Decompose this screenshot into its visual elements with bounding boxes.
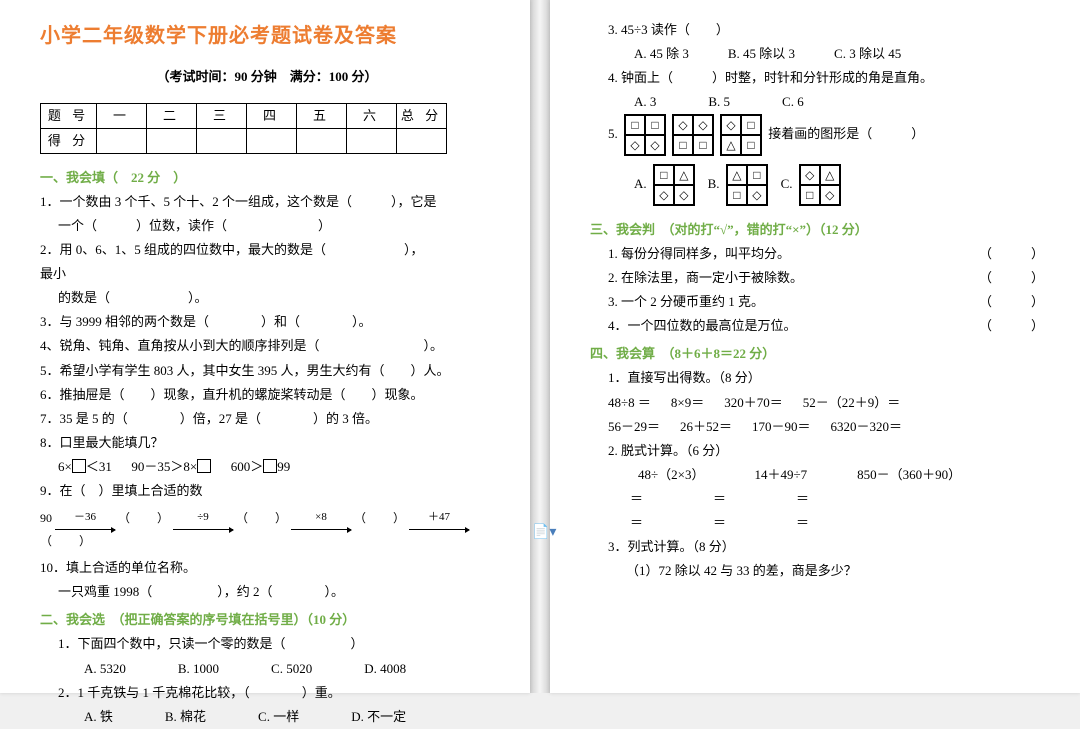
s4-q2: 2. 脱式计算。（6 分） bbox=[590, 439, 1044, 463]
s1-q1: 1．一个数由 3 个千、5 个十、2 个一组成，这个数是（ ），它是 bbox=[40, 190, 494, 214]
s2-q2-opts: A. 铁 B. 棉花 C. 一样 D. 不一定 bbox=[40, 705, 494, 729]
page-gutter bbox=[530, 0, 550, 693]
section-3-head: 三、我会判 （对的打“√”，错的打“×”）（12 分） bbox=[590, 218, 1044, 242]
calc-row: 48÷8 ＝8×9＝320＋70＝52－（22＋9）＝ bbox=[590, 391, 1044, 415]
s1-q5: 5．希望小学有学生 803 人，其中女生 395 人，男生大约有（ ）人。 bbox=[40, 359, 494, 383]
s2-q4: 4. 钟面上（ ）时整，时针和分针形成的角是直角。 bbox=[590, 66, 1044, 90]
s3-q4: 4．一个四位数的最高位是万位。（ ） bbox=[590, 314, 1044, 338]
s2-q5-opts: A. □△◇◇ B. △□□◇ C. ◇△□◇ bbox=[590, 164, 1044, 206]
s1-q2c: 的数是（ ）。 bbox=[40, 286, 494, 310]
blank-box bbox=[72, 459, 86, 473]
option-label: C. bbox=[781, 176, 796, 191]
s1-q8-expr: 6×＜31 90－35＞8× 600＞99 bbox=[40, 455, 494, 479]
arrow-step: ÷9 bbox=[173, 507, 233, 530]
s1-q8: 8．口里最大能填几？ bbox=[40, 431, 494, 455]
exam-title: 小学二年级数学下册必考题试卷及答案 bbox=[40, 18, 494, 55]
section-1-head: 一、我会填（ 22 分 ） bbox=[40, 166, 494, 190]
page-right: 📄▾ 3. 45÷3 读作（ ） A. 45 除 3 B. 45 除以 3 C.… bbox=[550, 0, 1080, 693]
calc-row: 48÷（2×3）14＋49÷7850－（360＋90） bbox=[590, 463, 1044, 487]
pattern-grid: □△◇◇ bbox=[653, 164, 695, 206]
pattern-grid: ◇△□◇ bbox=[799, 164, 841, 206]
s3-q2: 2. 在除法里，商一定小于被除数。（ ） bbox=[590, 266, 1044, 290]
s1-q10a: 一只鸡重 1998（ ），约 2（ ）。 bbox=[40, 580, 494, 604]
arrow-step: ×8 bbox=[291, 507, 351, 530]
arrow-chain: 90 －36 （ ） ÷9 （ ） ×8 （ ） ＋47 （ ） bbox=[40, 507, 494, 553]
s4-q1: 1．直接写出得数。（8 分） bbox=[590, 366, 1044, 390]
blank-box bbox=[263, 459, 277, 473]
s4-q3a: （1）72 除以 42 与 33 的差，商是多少？ bbox=[590, 559, 1044, 583]
s1-q4: 4、锐角、钝角、直角按从小到大的顺序排列是（ ）。 bbox=[40, 334, 494, 358]
arrow-step: ＋47 bbox=[409, 507, 469, 530]
s1-q3: 3．与 3999 相邻的两个数是（ ）和（ ）。 bbox=[40, 310, 494, 334]
s2-q4-opts: A. 3 B. 5 C. 6 bbox=[590, 90, 1044, 114]
section-4-head: 四、我会算 （8＋6＋8＝22 分） bbox=[590, 342, 1044, 366]
s3-q3: 3. 一个 2 分硬币重约 1 克。（ ） bbox=[590, 290, 1044, 314]
blank-box bbox=[197, 459, 211, 473]
section-2-head: 二、我会选 （把正确答案的序号填在括号里）（10 分） bbox=[40, 608, 494, 632]
table-row: 得 分 bbox=[41, 129, 447, 154]
pattern-grid: □□◇◇ bbox=[624, 114, 666, 156]
option-label: A. bbox=[634, 176, 650, 191]
s1-q2: 2．用 0、6、1、5 组成的四位数中，最大的数是（ ）， bbox=[40, 238, 494, 262]
calc-row: 56－29＝26＋52＝170－90＝6320－320＝ bbox=[590, 415, 1044, 439]
s1-q9: 9．在（ ）里填上合适的数 bbox=[40, 479, 494, 503]
s2-q5: 5. □□◇◇◇◇□□◇□△□ 接着画的图形是（ ） bbox=[590, 114, 1044, 156]
arrow-step: －36 bbox=[55, 507, 115, 530]
pattern-grid: ◇◇□□ bbox=[672, 114, 714, 156]
s4-q3: 3．列式计算。（8 分） bbox=[590, 535, 1044, 559]
document-icon: 📄▾ bbox=[532, 520, 556, 546]
page-left: 小学二年级数学下册必考题试卷及答案 （考试时间：90 分钟 满分：100 分） … bbox=[0, 0, 530, 693]
score-table: 题 号 一 二 三 四 五 六 总 分 得 分 bbox=[40, 103, 447, 154]
s2-q3: 3. 45÷3 读作（ ） bbox=[590, 18, 1044, 42]
s1-q7: 7．35 是 5 的（ ）倍，27 是（ ）的 3 倍。 bbox=[40, 407, 494, 431]
s1-q1b: 一个（ ）位数，读作（ ） bbox=[40, 214, 494, 238]
option-label: B. bbox=[708, 176, 723, 191]
s2-q1: 1．下面四个数中，只读一个零的数是（ ） bbox=[40, 632, 494, 656]
pattern-grid: ◇□△□ bbox=[720, 114, 762, 156]
s1-q10: 10．填上合适的单位名称。 bbox=[40, 556, 494, 580]
s1-q6: 6．推抽屉是（ ）现象，直升机的螺旋桨转动是（ ）现象。 bbox=[40, 383, 494, 407]
eq-row: ＝＝＝ bbox=[590, 511, 1044, 535]
s2-q1-opts: A. 5320 B. 1000 C. 5020 D. 4008 bbox=[40, 657, 494, 681]
pattern-grid: △□□◇ bbox=[726, 164, 768, 206]
s1-q2b: 最小 bbox=[40, 262, 494, 286]
exam-subtitle: （考试时间：90 分钟 满分：100 分） bbox=[40, 65, 494, 89]
s2-q3-opts: A. 45 除 3 B. 45 除以 3 C. 3 除以 45 bbox=[590, 42, 1044, 66]
eq-row: ＝＝＝ bbox=[590, 487, 1044, 511]
table-row: 题 号 一 二 三 四 五 六 总 分 bbox=[41, 104, 447, 129]
s3-q1: 1. 每份分得同样多，叫平均分。（ ） bbox=[590, 242, 1044, 266]
